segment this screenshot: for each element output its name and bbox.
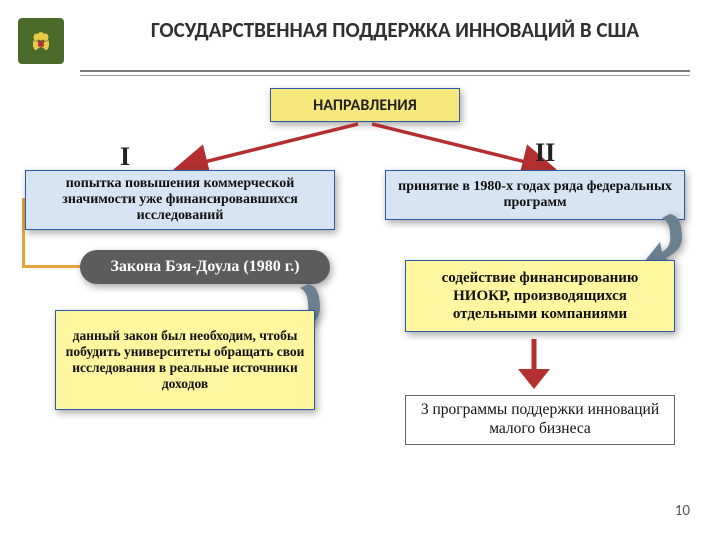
- law-box: Закона Бэя-Доула (1980 г.): [80, 250, 330, 284]
- financing-box: содействие финансированию НИОКР, произво…: [405, 260, 675, 332]
- roman-two: II: [535, 138, 555, 168]
- right-adoption-text: принятие в 1980-х годах ряда федеральных…: [394, 179, 676, 211]
- directions-box: НАПРАВЛЕНИЯ: [270, 88, 460, 122]
- financing-text: содействие финансированию НИОКР, произво…: [414, 269, 666, 323]
- page-number: 10: [675, 502, 690, 520]
- emblem-icon: [18, 18, 64, 64]
- arrow-diverge: [150, 120, 580, 176]
- programs-box: 3 программы поддержки инноваций малого б…: [405, 395, 675, 445]
- arrow-down-right: [504, 335, 564, 393]
- title-rule-thin: [80, 75, 690, 76]
- programs-text: 3 программы поддержки инноваций малого б…: [414, 401, 666, 438]
- roman-one: I: [120, 142, 130, 172]
- slide: ГОСУДАРСТВЕННАЯ ПОДДЕРЖКА ИННОВАЦИЙ В СШ…: [0, 0, 720, 540]
- title-rule: [80, 70, 690, 72]
- left-commercial-text: попытка повышения коммерческой значимост…: [34, 176, 326, 224]
- law-desc-box: данный закон был необходим, чтобы побуди…: [55, 310, 315, 410]
- law-desc-text: данный закон был необходим, чтобы побуди…: [64, 328, 306, 393]
- left-commercial-box: попытка повышения коммерческой значимост…: [25, 170, 335, 230]
- law-text: Закона Бэя-Доула (1980 г.): [110, 258, 299, 276]
- slide-title: ГОСУДАРСТВЕННАЯ ПОДДЕРЖКА ИННОВАЦИЙ В СШ…: [115, 18, 675, 43]
- directions-label: НАПРАВЛЕНИЯ: [313, 96, 417, 115]
